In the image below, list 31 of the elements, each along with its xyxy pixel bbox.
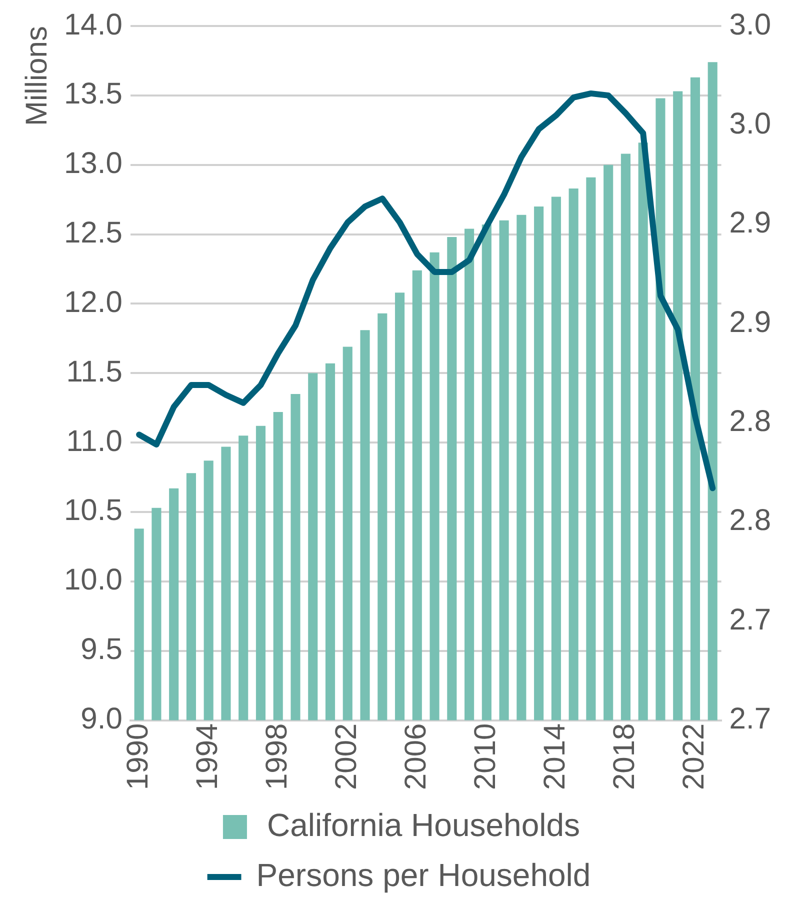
- x-tick-label: 1998: [260, 723, 294, 790]
- y-tick-label: 12.5: [64, 216, 122, 250]
- x-tick-label: 2002: [330, 723, 363, 790]
- x-tick-label: 2006: [399, 723, 432, 790]
- legend-label: California Households: [266, 806, 580, 843]
- y2-tick-label: 2.7: [729, 702, 772, 736]
- x-tick-label: 1990: [121, 723, 154, 790]
- x-tick-label: 2018: [608, 723, 641, 790]
- y-tick-label: 11.5: [66, 355, 122, 388]
- y2-tick-label: 3.0: [729, 8, 772, 42]
- y2-tick-label: 2.9: [729, 206, 772, 240]
- legend-label: Persons per Household: [256, 856, 591, 893]
- y2-tick-label: 2.7: [729, 603, 772, 636]
- x-tick-label: 1994: [190, 723, 224, 790]
- x-tick-label: 2010: [468, 723, 502, 790]
- y-tick-label: 13.5: [64, 78, 122, 111]
- y2-tick-label: 2.9: [729, 306, 772, 339]
- y-tick-label: 11.0: [66, 424, 122, 458]
- y-tick-label: 14.0: [64, 8, 122, 42]
- y2-tick-label: 2.8: [729, 404, 772, 438]
- y-tick-label: 9.5: [80, 633, 122, 666]
- x-tick-label: 2022: [677, 723, 710, 790]
- y2-tick-label: 2.8: [729, 504, 772, 538]
- y-tick-label: 13.0: [64, 147, 122, 180]
- y-tick-label: 9.0: [80, 702, 122, 736]
- y-tick-label: 12.0: [64, 286, 122, 319]
- x-tick-label: 2014: [538, 723, 572, 790]
- y2-tick-label: 3.0: [729, 107, 772, 140]
- y-axis-title: Millions: [20, 26, 54, 126]
- y-tick-label: 10.5: [64, 494, 122, 528]
- y-tick-label: 10.0: [64, 564, 122, 597]
